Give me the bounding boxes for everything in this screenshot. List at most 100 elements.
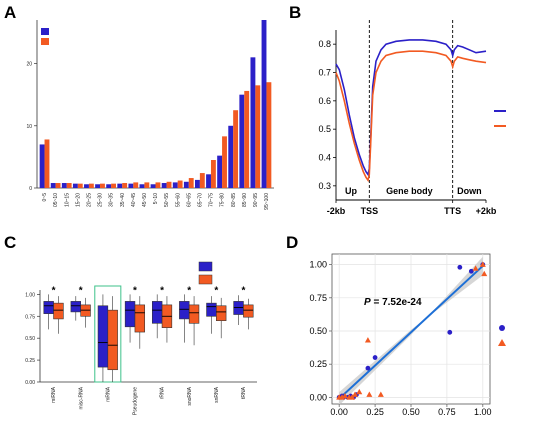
box-bull2 <box>216 305 227 321</box>
bar-bull1 <box>128 183 134 188</box>
x-tick-label: 05~10 <box>53 193 59 207</box>
legend-marker-bull1 <box>499 325 505 331</box>
x-tick-label: 65~70 <box>197 193 203 207</box>
x-tick-label: 80~85 <box>231 193 237 207</box>
point-bull1 <box>457 264 463 270</box>
bar-bull1 <box>61 183 67 188</box>
point-bull1 <box>365 365 371 371</box>
x-tick-label: rRNA <box>160 386 166 399</box>
bar-bull1 <box>194 179 200 188</box>
x-tick-label: mRNA <box>105 386 111 401</box>
panel-b-profile: 0.3 0.4 0.5 0.6 0.7 0.8 -2kb TSS TTS +2kb Up Gene b… <box>318 20 506 216</box>
significance-star: * <box>187 285 191 296</box>
point-bull1 <box>372 355 378 360</box>
bar-bull2 <box>166 181 172 188</box>
x-tick-label: 85~90 <box>242 193 248 207</box>
region-label: Down <box>457 186 482 196</box>
x-tick-label: 35~40 <box>120 193 126 207</box>
bar-bull1 <box>139 184 145 188</box>
y-tick-label: 0.50 <box>309 326 327 336</box>
bar-bull2 <box>44 139 50 188</box>
y-tick-label: 0.8 <box>318 39 331 49</box>
y-tick-label: 0.6 <box>318 96 331 106</box>
region-label: Gene body <box>386 186 433 196</box>
bar-bull2 <box>133 182 139 188</box>
y-tick-label: 0.7 <box>318 68 331 78</box>
line-bull1 <box>335 39 487 177</box>
bar-bull1 <box>150 184 156 188</box>
point-bull1 <box>468 268 474 274</box>
x-tick-label: TSS <box>361 206 379 216</box>
panel-label-a: A <box>4 3 16 22</box>
highlight-box <box>94 285 122 383</box>
x-tick-label: 40~45 <box>131 193 137 207</box>
x-tick-label: 1.00 <box>474 407 492 417</box>
point-bull2 <box>481 270 488 277</box>
bar-bull1 <box>117 183 123 188</box>
bar-bull2 <box>100 183 105 188</box>
bar-bull2 <box>66 183 72 188</box>
point-bull2 <box>479 261 486 267</box>
legend-swatch-bull2 <box>198 274 213 285</box>
p-value-text: P = 7.52e-24 <box>364 297 422 308</box>
y-tick-label: 0.25 <box>25 358 35 364</box>
x-tick-label: 15~20 <box>75 193 81 207</box>
bar-bull1 <box>239 94 245 188</box>
x-tick-label: +2kb <box>476 206 497 216</box>
panel-label-b: B <box>289 3 301 22</box>
point-bull2 <box>351 391 358 397</box>
bar-bull2 <box>88 183 94 188</box>
box-bull2 <box>107 309 118 371</box>
legend-swatch-bull1 <box>198 261 213 272</box>
box-bull2 <box>53 302 64 320</box>
x-tick-label: 95~100 <box>264 193 270 210</box>
significance-star: * <box>79 285 83 296</box>
x-tick-label: miRNA <box>51 386 57 402</box>
point-bull2 <box>472 265 479 271</box>
y-tick-label: 1.00 <box>309 260 327 270</box>
y-tick-label: 0.3 <box>318 181 331 191</box>
box-bull2 <box>188 304 200 324</box>
y-tick-label: 0.75 <box>25 314 35 320</box>
bar-bull1 <box>161 183 167 188</box>
bar-bull2 <box>266 82 272 188</box>
box-bull1 <box>179 301 190 320</box>
panel-d-scatter: 0.00 0.25 0.50 0.75 1.00 0.00 0.25 0.50 0.75 1.00… <box>309 253 506 417</box>
x-tick-label: 30~35 <box>109 193 115 207</box>
x-tick-label: 5~10 <box>153 193 159 204</box>
box-bull2 <box>134 304 146 333</box>
bar-bull2 <box>233 110 239 188</box>
x-tick-label: snoRNA <box>187 386 193 405</box>
x-tick-label: 75~80 <box>220 193 226 207</box>
bar-bull2 <box>111 183 117 188</box>
line-bull2 <box>335 50 487 183</box>
panel-a-histogram: 0 10 20 0~5 05~10 10~15 15~20 20~25 25~30 30~35 35… <box>26 20 274 210</box>
bar-bull1 <box>261 20 267 188</box>
y-tick-label: 20 <box>26 62 32 68</box>
x-tick-label: tRNA <box>241 386 247 399</box>
y-tick-label: 0.5 <box>318 124 331 134</box>
bar-bull1 <box>206 174 211 188</box>
y-tick-label: 0 <box>29 186 32 192</box>
bar-bull1 <box>84 184 89 188</box>
bar-bull2 <box>77 183 83 188</box>
box-bull1 <box>206 302 217 317</box>
significance-star: * <box>52 285 56 296</box>
bar-bull1 <box>106 184 112 188</box>
bar-bull1 <box>228 125 234 188</box>
x-tick-label: 0~5 <box>42 193 48 202</box>
x-tick-label: misc-RNA <box>78 386 84 409</box>
x-tick-label: 25~30 <box>98 193 104 207</box>
x-tick-label: -2kb <box>327 206 346 216</box>
significance-star: * <box>160 285 164 296</box>
bar-bull2 <box>255 85 261 188</box>
box-bull1 <box>70 301 81 313</box>
bar-bull2 <box>55 183 61 188</box>
region-label: Up <box>345 186 357 196</box>
point-bull2 <box>377 391 384 397</box>
x-tick-label: 50~55 <box>164 193 170 207</box>
y-tick-label: 10 <box>26 124 32 130</box>
significance-star: * <box>241 285 245 296</box>
bar-bull1 <box>95 184 101 188</box>
x-tick-label: 90~95 <box>253 193 259 207</box>
